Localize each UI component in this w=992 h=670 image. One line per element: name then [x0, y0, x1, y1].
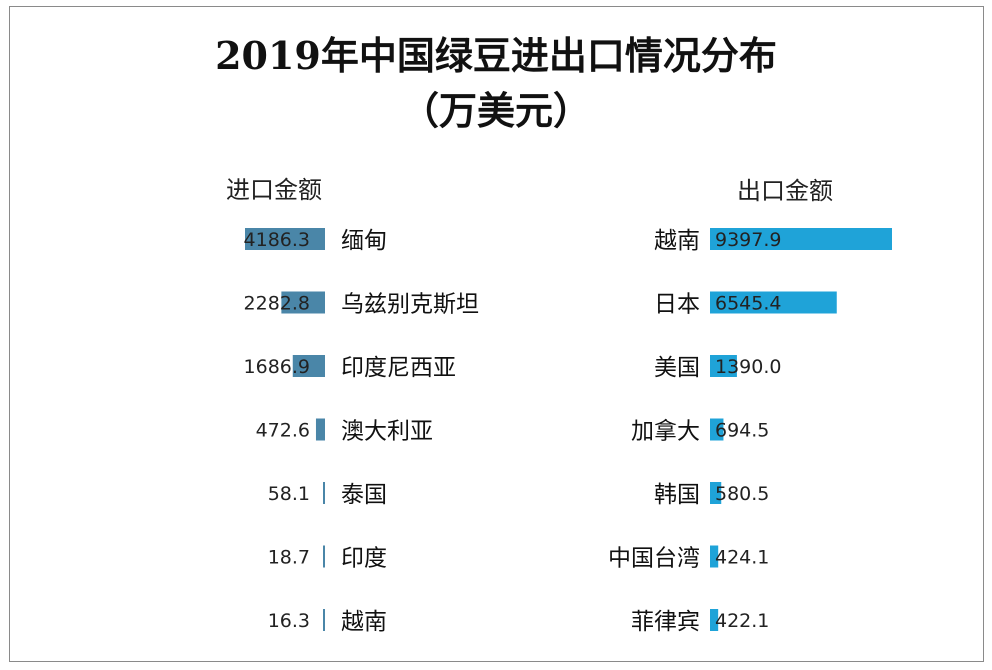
import-category-label-1: 乌兹别克斯坦	[341, 292, 479, 318]
export-value-label-2: 1390.0	[715, 356, 781, 378]
import-bar-5	[323, 545, 325, 568]
import-category-label-6: 越南	[341, 609, 387, 635]
import-value-label-3: 472.6	[256, 420, 310, 442]
export-bar-4	[710, 482, 722, 504]
import-category-label-2: 印度尼西亚	[341, 355, 456, 381]
import-heading: 进口金额	[226, 176, 322, 204]
export-bar-2	[710, 355, 737, 377]
import-category-label-3: 澳大利亚	[341, 419, 433, 445]
export-bar-0	[710, 228, 892, 250]
import-value-label-1: 2282.8	[244, 293, 310, 315]
export-category-label-5: 中国台湾	[608, 546, 700, 572]
import-value-label-2: 1686.9	[244, 356, 310, 378]
export-value-label-1: 6545.4	[715, 293, 781, 315]
export-category-label-2: 美国	[654, 355, 700, 381]
import-bar-2	[292, 355, 325, 377]
import-category-label-5: 印度	[341, 546, 387, 572]
import-category-label-0: 缅甸	[341, 228, 387, 254]
export-value-label-6: 422.1	[715, 610, 769, 632]
chart-title: 2019年中国绿豆进出口情况分布	[215, 33, 777, 78]
import-value-label-0: 4186.3	[244, 229, 310, 251]
import-value-label-6: 16.3	[268, 610, 310, 632]
export-category-label-0: 越南	[654, 228, 700, 254]
export-value-label-5: 424.1	[715, 547, 769, 569]
export-category-label-1: 日本	[654, 292, 700, 318]
import-value-label-5: 18.7	[268, 547, 310, 569]
import-bar-0	[245, 228, 325, 250]
export-bar-1	[710, 291, 837, 314]
export-category-label-6: 菲律宾	[631, 609, 700, 635]
export-value-label-0: 9397.9	[715, 229, 781, 251]
chart-subtitle: （万美元）	[400, 88, 591, 133]
import-bar-3	[315, 418, 325, 441]
import-category-label-4: 泰国	[341, 482, 387, 508]
export-bar-5	[710, 545, 719, 568]
import-bar-1	[281, 291, 325, 314]
export-heading: 出口金额	[737, 177, 833, 205]
import-bar-4	[323, 482, 325, 504]
export-category-label-4: 韩国	[654, 482, 700, 508]
export-bar-6	[710, 609, 719, 631]
export-category-label-3: 加拿大	[631, 418, 700, 445]
import-bar-6	[323, 609, 325, 631]
import-value-label-4: 58.1	[268, 483, 310, 505]
export-value-label-4: 580.5	[715, 483, 769, 505]
chart-frame	[9, 6, 984, 662]
export-value-label-3: 694.5	[715, 420, 769, 442]
export-bar-3	[710, 418, 724, 441]
